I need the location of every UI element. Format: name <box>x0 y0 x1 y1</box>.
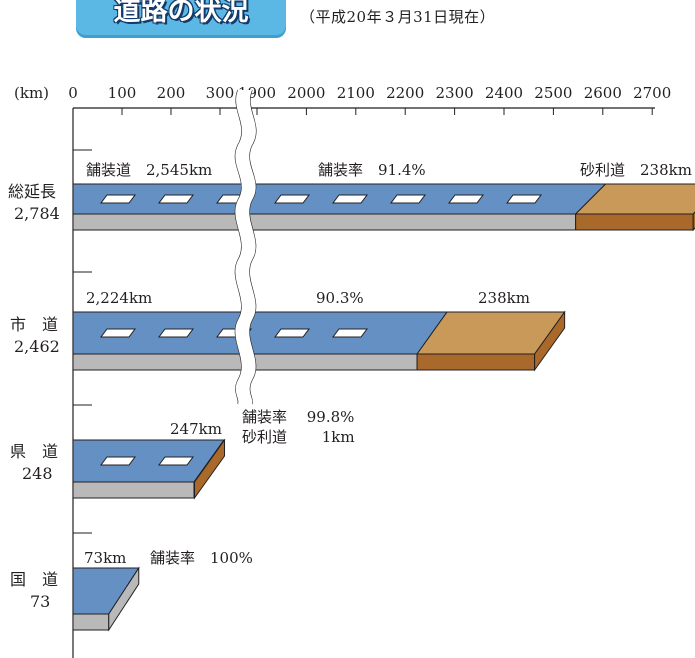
bar-group <box>72 183 695 232</box>
x-tick-label: 0 <box>68 84 78 102</box>
lane-stripe <box>332 328 368 338</box>
national-rate-label: 舗装率 100% <box>150 549 253 567</box>
x-tick-label: 2300 <box>436 84 474 102</box>
x-tick-label: 200 <box>157 84 186 102</box>
bar-gravel-edge <box>575 213 694 231</box>
bar-gravel-edge <box>416 353 536 371</box>
city-rate-label: 90.3% <box>316 289 364 307</box>
pref-paved-label: 247km <box>170 420 222 438</box>
bar-paved-edge <box>72 213 577 231</box>
x-tick-label: 2600 <box>584 84 622 102</box>
category-value-city: 2,462 <box>14 337 60 356</box>
x-tick-label: 2700 <box>633 84 671 102</box>
axis-unit-label: (km) <box>14 84 49 102</box>
lane-stripe <box>274 328 310 338</box>
x-tick-label: 100 <box>108 84 137 102</box>
city-paved-label: 2,224km <box>86 289 152 307</box>
bar-paved-edge <box>72 613 110 631</box>
pref-gravel-label: 砂利道 1km <box>242 428 355 446</box>
lane-stripe <box>506 194 542 204</box>
page-title: 道路の状況 <box>113 0 249 28</box>
annotations: 舗装道 2,545km 舗装率 91.4% 砂利道 238km 2,224km … <box>84 161 692 567</box>
x-tick-label: 2200 <box>386 84 424 102</box>
x-tick-label: 300 <box>206 84 235 102</box>
x-tick-label: 2400 <box>485 84 523 102</box>
bar-paved-side <box>108 566 140 632</box>
national-paved-label: 73km <box>84 549 126 567</box>
bar-gravel-side <box>534 310 566 372</box>
total-paved-label: 舗装道 2,545km <box>86 161 212 179</box>
bar-group <box>72 438 226 500</box>
category-labels: 総延長 2,784 市 道 2,462 県 道 248 国 道 73 <box>8 182 60 611</box>
category-label-city: 市 道 <box>10 315 58 334</box>
x-tick-label: 2100 <box>337 84 375 102</box>
lane-stripe <box>158 194 194 204</box>
lane-stripe <box>100 194 136 204</box>
x-tick-label: 2000 <box>287 84 325 102</box>
x-tick-label: 2500 <box>534 84 572 102</box>
lane-stripe <box>274 194 310 204</box>
lane-stripe <box>448 194 484 204</box>
total-rate-label: 舗装率 91.4% <box>318 161 426 179</box>
city-gravel-label: 238km <box>478 289 530 307</box>
lane-stripe <box>100 328 136 338</box>
bar-group <box>72 566 140 632</box>
lane-stripe <box>158 328 194 338</box>
total-gravel-label: 砂利道 238km <box>580 161 692 179</box>
bars <box>72 183 695 632</box>
bar-paved-edge <box>72 481 195 499</box>
date-note: （平成20年３月31日現在） <box>300 8 496 26</box>
category-label-national: 国 道 <box>10 570 58 589</box>
ticks-right: 1900 2000 2100 2200 2300 2400 2500 2600 2700 <box>238 84 671 115</box>
category-label-total: 総延長 <box>8 182 56 201</box>
ticks-left: 0 100 200 300 <box>68 84 234 115</box>
axis-break <box>234 89 257 405</box>
category-value-total: 2,784 <box>14 204 60 223</box>
lane-stripe <box>390 194 426 204</box>
bar-group <box>72 310 566 372</box>
category-value-pref: 248 <box>22 464 53 483</box>
category-label-pref: 県 道 <box>10 442 58 461</box>
lane-stripe <box>100 456 136 466</box>
bar-gravel-side <box>194 438 226 500</box>
pref-rate-label: 舗装率 99.8% <box>242 408 354 426</box>
lane-stripe <box>158 456 194 466</box>
lane-stripe <box>332 194 368 204</box>
category-value-national: 73 <box>30 592 50 611</box>
title-badge: 道路の状況 <box>76 0 286 38</box>
